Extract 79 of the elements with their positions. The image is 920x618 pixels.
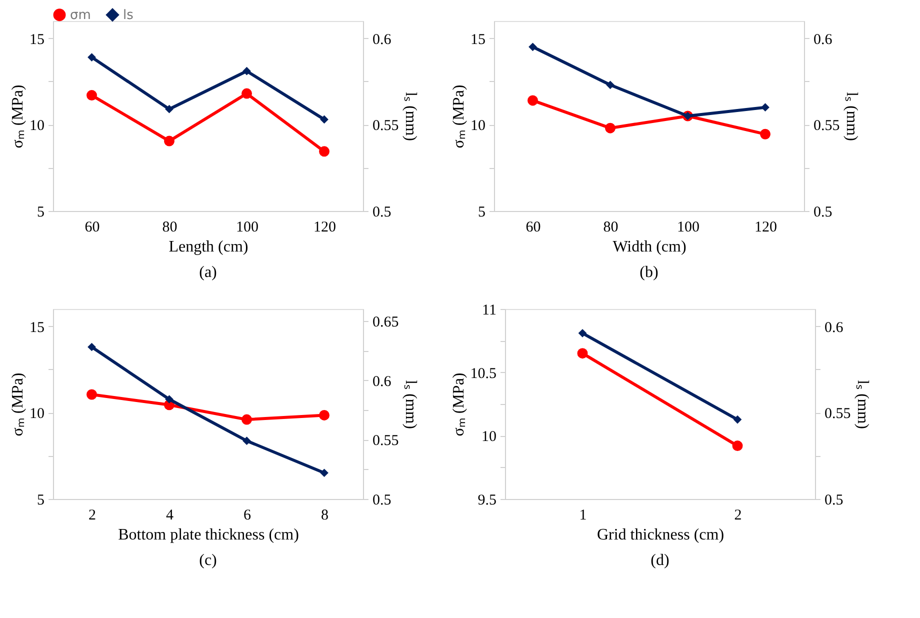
x-axis-title: Width (cm) [612,238,686,256]
y-tick-label: 11 [482,302,496,318]
point [164,136,174,146]
x-tick-label: 80 [162,220,178,236]
x-tick-label: 2 [734,508,742,524]
y-tick-label: 5 [478,204,486,220]
y-tick-label: 10 [470,118,486,134]
y-axis-title: σₘ (MPa) [450,84,468,148]
x-tick-label: 1 [579,508,587,524]
y2-tick-label: 0.55 [814,118,840,134]
point [760,128,770,140]
x-tick-label: 6 [244,508,252,524]
point [319,146,330,157]
text: (b) [640,264,658,281]
point [320,468,328,478]
y2-axis-title: lₛ (mm) [854,380,871,429]
x-tick-label: 100 [677,220,700,236]
x-tick-label: 100 [236,220,258,236]
point [319,410,330,420]
x-tick-label: 8 [321,508,328,524]
point [242,88,252,99]
point [606,80,614,90]
y-tick-label: 15 [30,320,44,336]
x-axis-title: Length (cm) [168,238,248,256]
y2-tick-label: 0.55 [372,118,399,134]
point [242,66,251,76]
legend-label: σm [70,8,91,23]
x-tick-label: 80 [603,220,618,236]
y2-tick-label: 0.5 [372,492,392,508]
point [88,342,96,352]
y2-tick-label: 0.5 [372,204,392,220]
y2-tick-label: 0.5 [824,492,844,508]
point [165,395,174,404]
y2-tick-label: 0.6 [814,32,833,48]
y-axis-title: σₘ (MPa) [10,372,26,436]
x-axis-title: Bottom plate thickness (cm) [118,526,299,544]
y-tick-label: 10 [30,118,44,134]
x-tick-label: 4 [166,508,174,524]
text: (c) [199,552,217,569]
x-tick-label: 2 [88,508,96,524]
y2-tick-label: 0.6 [372,374,392,390]
y-tick-label: 15 [470,32,486,48]
point [242,414,252,425]
point [605,122,616,134]
x-tick-label: 60 [526,220,541,236]
y-tick-label: 10.5 [470,366,496,382]
y2-axis-title: lₛ (mm) [842,92,860,141]
legend-label: ls [123,8,134,23]
y2-tick-label: 0.65 [372,314,399,330]
x-tick-label: 120 [754,220,777,236]
point [86,90,97,101]
y2-tick-label: 0.6 [372,32,392,48]
point [165,104,174,114]
y2-axis-title: lₛ (mm) [402,380,419,429]
point [761,103,770,112]
text: (a) [199,264,217,281]
point [528,95,538,106]
point [528,42,537,52]
y2-tick-label: 0.55 [824,406,851,422]
y-axis-title: σₘ (MPa) [10,84,26,148]
x-axis-title: Grid thickness (cm) [596,526,724,544]
point [86,389,97,400]
y-tick-label: 9.5 [478,492,496,508]
point [320,115,328,124]
y2-tick-label: 0.5 [814,204,832,220]
y-tick-label: 5 [37,204,44,220]
text: (d) [650,552,670,569]
y-tick-label: 5 [37,492,44,508]
x-tick-label: 60 [84,220,100,236]
point [88,53,96,62]
y2-axis-title: lₛ (mm) [402,92,419,141]
x-tick-label: 120 [314,220,336,236]
y-tick-label: 10 [30,406,44,422]
y2-tick-label: 0.55 [372,433,399,450]
point [242,436,251,445]
y-tick-label: 10 [482,429,496,446]
y-axis-title: σₘ (MPa) [450,372,468,436]
y2-tick-label: 0.6 [824,320,844,336]
y-tick-label: 15 [30,32,44,48]
